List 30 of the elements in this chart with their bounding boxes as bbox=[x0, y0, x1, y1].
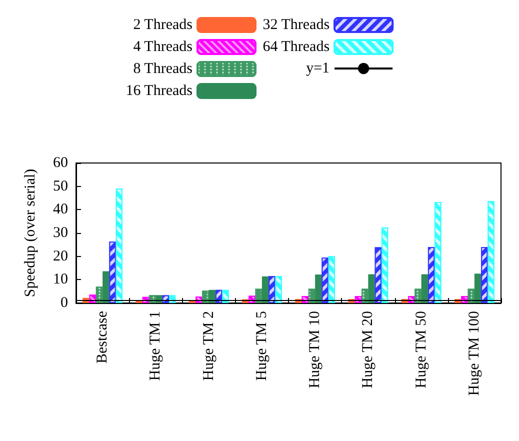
bar bbox=[262, 276, 269, 303]
x-tick-label: Huge TM 20 bbox=[360, 311, 376, 388]
x-tick-label: Huge TM 5 bbox=[254, 311, 270, 381]
legend-label: 32 Threads bbox=[262, 17, 330, 33]
x-tick-label: Huge TM 10 bbox=[307, 311, 324, 388]
x-tick-label: Huge TM 2 bbox=[200, 311, 217, 381]
y-tick-label: 0 bbox=[60, 295, 68, 311]
x-tick-label: Huge TM 100 bbox=[466, 311, 482, 396]
legend-label: 64 Threads bbox=[262, 39, 330, 55]
bar bbox=[208, 290, 216, 303]
y-tick-label: 50 bbox=[53, 178, 68, 194]
legend-label: 8 Threads bbox=[133, 61, 193, 77]
y-tick-label: 30 bbox=[53, 225, 68, 241]
bar bbox=[421, 274, 428, 303]
y-axis-title: Speedup (over serial) bbox=[22, 168, 38, 298]
x-tick-label: Huge TM 1 bbox=[148, 311, 164, 381]
x-tick-label: Bestcase bbox=[94, 310, 111, 364]
legend-label: 2 Threads bbox=[133, 17, 193, 33]
bar bbox=[368, 274, 375, 303]
legend-label: y=1 bbox=[306, 60, 330, 76]
bar bbox=[474, 274, 482, 303]
y-tick-label: 60 bbox=[53, 155, 68, 171]
y-tick-label: 10 bbox=[53, 272, 68, 288]
bar bbox=[102, 271, 110, 303]
y-tick-label: 20 bbox=[53, 248, 68, 264]
y-tick-label: 40 bbox=[53, 202, 68, 218]
bar bbox=[315, 274, 322, 303]
legend-label: 4 Threads bbox=[133, 39, 193, 55]
x-tick-label: Huge TM 50 bbox=[413, 311, 430, 388]
legend-label: 16 Threads bbox=[126, 83, 193, 99]
